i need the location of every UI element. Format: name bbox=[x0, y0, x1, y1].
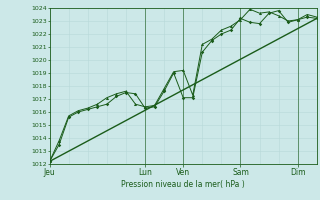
X-axis label: Pression niveau de la mer( hPa ): Pression niveau de la mer( hPa ) bbox=[121, 180, 245, 189]
